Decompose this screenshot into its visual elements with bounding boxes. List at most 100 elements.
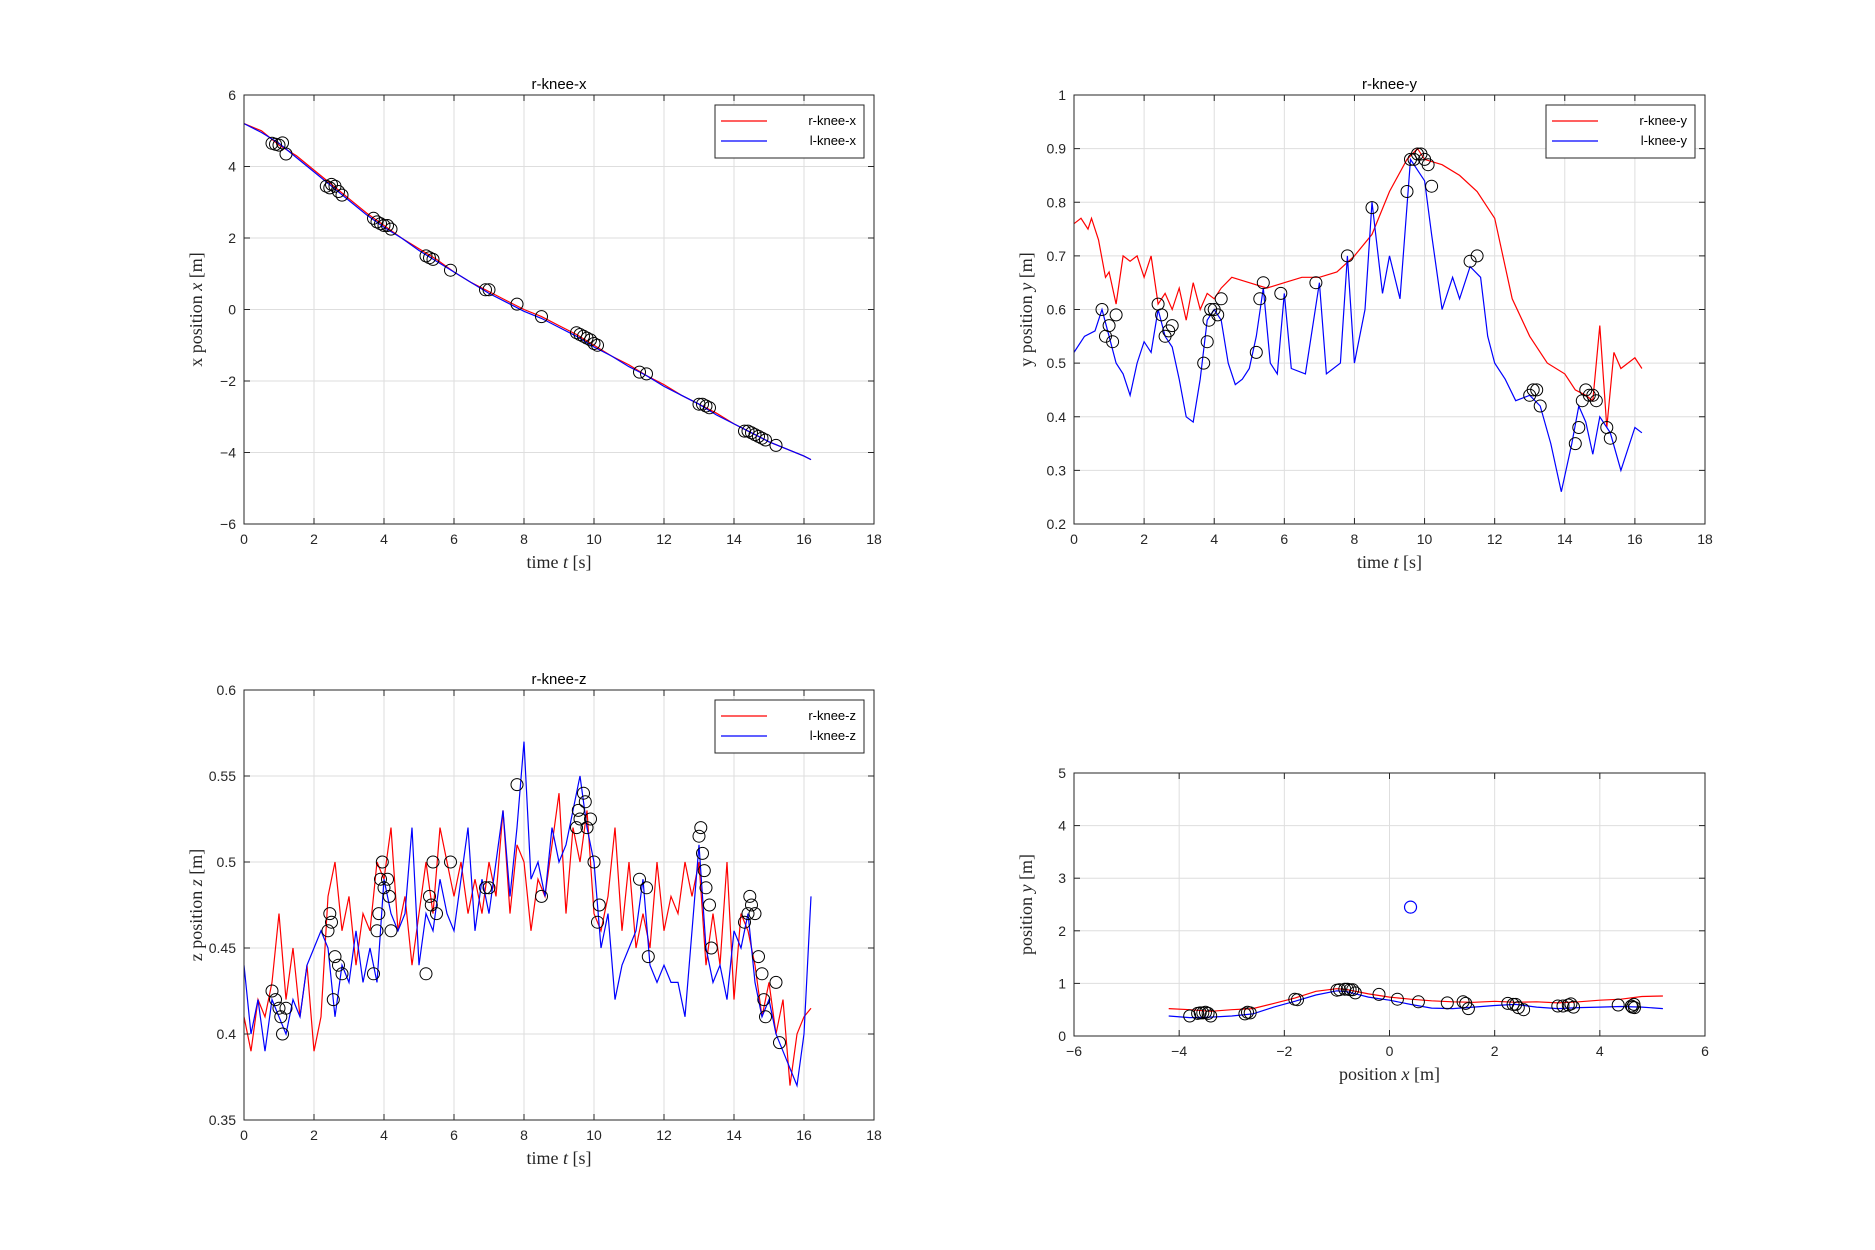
- y-axis-label: z position z [m]: [186, 849, 206, 962]
- data-marker: [1404, 152, 1417, 166]
- data-marker: [755, 431, 769, 445]
- y-tick-label: −6: [220, 516, 236, 532]
- data-marker: [276, 1027, 289, 1041]
- data-marker: [1155, 308, 1169, 322]
- data-layer: [1074, 147, 1643, 492]
- data-marker: [573, 328, 587, 341]
- data-marker: [1183, 1009, 1197, 1023]
- plot-title: r-knee-z: [531, 671, 586, 688]
- data-marker: [367, 211, 380, 225]
- data-marker: [587, 855, 601, 869]
- data-marker: [1241, 1005, 1254, 1019]
- data-marker: [752, 429, 765, 443]
- data-layer: [1168, 900, 1663, 1023]
- data-marker: [759, 1010, 772, 1024]
- plot-title: r-knee-x: [531, 76, 587, 93]
- data-marker: [1214, 292, 1228, 306]
- data-marker: [570, 326, 583, 340]
- data-marker: [745, 898, 758, 912]
- data-marker: [699, 399, 713, 413]
- data-marker: [370, 924, 384, 938]
- data-marker: [423, 889, 436, 903]
- data-marker: [1421, 158, 1435, 172]
- x-tick-label: 12: [656, 531, 672, 547]
- data-marker: [577, 786, 590, 800]
- data-marker: [1372, 987, 1386, 1001]
- data-marker: [335, 967, 349, 981]
- y-tick-label: 3: [1058, 870, 1066, 886]
- x-tick-label: 4: [380, 531, 388, 547]
- legend: r-knee-z l-knee-z: [714, 699, 865, 754]
- data-marker: [1106, 335, 1120, 349]
- data-marker: [372, 907, 386, 921]
- data-marker: [1346, 983, 1360, 997]
- data-marker: [321, 924, 335, 938]
- data-marker: [482, 283, 496, 297]
- data-marker: [1211, 308, 1225, 322]
- legend: r-knee-y l-knee-y: [1545, 104, 1696, 159]
- data-marker: [325, 915, 338, 929]
- y-tick-label: −4: [220, 445, 236, 461]
- data-marker: [1530, 383, 1544, 397]
- data-marker: [419, 967, 433, 981]
- data-marker: [573, 812, 587, 826]
- x-axis-label: time t [s]: [526, 1148, 591, 1168]
- data-marker: [591, 338, 604, 352]
- data-marker: [535, 310, 548, 324]
- data-marker-blue: [1403, 900, 1418, 914]
- data-marker: [755, 967, 769, 981]
- plot-title: r-knee-y: [1362, 76, 1418, 93]
- data-marker: [1288, 992, 1302, 1006]
- x-axis-label: time t [s]: [1357, 552, 1422, 572]
- y-tick-label: 0.5: [1047, 355, 1067, 371]
- data-marker: [384, 222, 398, 236]
- data-marker: [1589, 394, 1603, 408]
- x-tick-label: 10: [1417, 531, 1433, 547]
- y-tick-label: 0.55: [209, 768, 236, 784]
- y-tick-label: 0.7: [1047, 248, 1067, 264]
- y-tick-label: 0: [1058, 1028, 1066, 1044]
- data-marker: [382, 889, 396, 903]
- data-marker: [272, 1001, 286, 1015]
- x-tick-label: 2: [1491, 1043, 1499, 1059]
- data-marker: [1572, 421, 1586, 434]
- x-tick-label: 2: [1140, 531, 1148, 547]
- x-tick-label: 2: [310, 531, 318, 547]
- data-marker: [1463, 254, 1477, 268]
- x-tick-label: 14: [726, 1127, 742, 1143]
- y-tick-label: 0.35: [209, 1112, 236, 1128]
- x-tick-label: 6: [450, 1127, 458, 1143]
- data-marker: [1249, 345, 1263, 359]
- legend-entry: r-knee-y: [1639, 113, 1687, 128]
- x-axis-label: position x [m]: [1339, 1064, 1440, 1084]
- data-marker: [703, 898, 716, 912]
- data-marker: [1551, 999, 1565, 1013]
- data-marker: [1506, 997, 1520, 1011]
- data-marker: [1102, 319, 1116, 333]
- data-marker: [1340, 249, 1354, 263]
- data-marker: [641, 950, 655, 964]
- y-tick-label: 0.9: [1047, 141, 1067, 157]
- data-layer: [244, 123, 812, 461]
- y-tick-label: 0.45: [209, 940, 236, 956]
- data-marker: [1238, 1007, 1252, 1021]
- x-tick-label: 0: [240, 531, 248, 547]
- x-tick-label: 0: [1386, 1043, 1394, 1059]
- data-marker: [577, 329, 590, 343]
- data-marker: [1567, 1000, 1580, 1014]
- data-marker: [584, 812, 597, 826]
- data-marker: [587, 337, 601, 350]
- x-tick-label: 4: [380, 1127, 388, 1143]
- data-marker: [1611, 998, 1625, 1012]
- axes-box: [243, 689, 875, 1121]
- data-marker: [510, 297, 524, 311]
- x-tick-label: 2: [310, 1127, 318, 1143]
- y-tick-label: 2: [228, 230, 236, 246]
- data-marker: [479, 881, 492, 895]
- x-tick-label: 12: [1487, 531, 1503, 547]
- data-marker: [699, 881, 713, 895]
- x-tick-label: −6: [1066, 1043, 1082, 1059]
- y-tick-label: 0.4: [217, 1026, 237, 1042]
- data-marker: [381, 219, 394, 232]
- data-marker: [374, 872, 387, 886]
